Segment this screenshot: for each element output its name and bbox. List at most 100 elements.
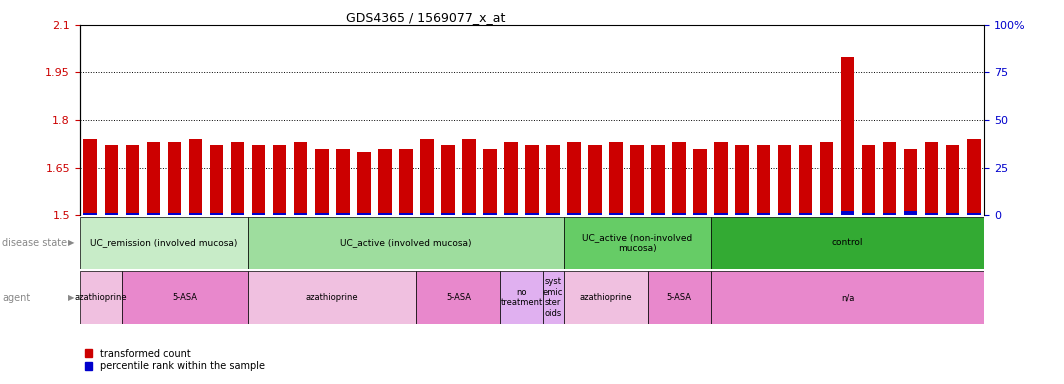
Bar	[735, 213, 749, 215]
Bar	[378, 213, 392, 215]
Bar	[147, 142, 161, 215]
Text: UC_active (involved mucosa): UC_active (involved mucosa)	[340, 238, 471, 247]
Bar	[630, 145, 644, 215]
Bar	[651, 213, 665, 215]
Bar	[946, 213, 960, 215]
Bar	[757, 145, 770, 215]
Bar	[500, 271, 543, 324]
Bar	[903, 149, 917, 215]
Bar	[83, 139, 97, 215]
Bar	[714, 142, 728, 215]
Bar	[757, 213, 770, 215]
Bar	[210, 213, 223, 215]
Bar	[399, 213, 413, 215]
Bar	[903, 211, 917, 215]
Bar	[399, 149, 413, 215]
Bar	[294, 213, 307, 215]
Bar	[883, 142, 896, 215]
Text: azathioprine: azathioprine	[305, 293, 359, 302]
Bar	[543, 271, 564, 324]
Text: ▶: ▶	[68, 238, 74, 247]
Bar	[819, 142, 833, 215]
Text: GDS4365 / 1569077_x_at: GDS4365 / 1569077_x_at	[346, 12, 505, 25]
Bar	[504, 142, 518, 215]
Bar	[735, 145, 749, 215]
Bar	[80, 217, 248, 269]
Bar	[80, 271, 122, 324]
Text: azathioprine: azathioprine	[579, 293, 632, 302]
Bar	[799, 213, 812, 215]
Bar	[231, 142, 245, 215]
Text: n/a: n/a	[841, 293, 854, 302]
Bar	[356, 152, 370, 215]
Bar	[648, 271, 711, 324]
Bar	[168, 213, 181, 215]
Bar	[83, 213, 97, 215]
Text: 5-ASA: 5-ASA	[446, 293, 471, 302]
Bar	[315, 149, 329, 215]
Bar	[442, 213, 454, 215]
Bar	[925, 142, 938, 215]
Bar	[252, 213, 265, 215]
Bar	[588, 213, 602, 215]
Bar	[672, 142, 686, 215]
Bar	[104, 213, 118, 215]
Bar	[564, 217, 711, 269]
Text: 5-ASA: 5-ASA	[172, 293, 198, 302]
Bar	[819, 213, 833, 215]
Text: syst
emic
ster
oids: syst emic ster oids	[543, 278, 563, 318]
Bar	[567, 213, 581, 215]
Bar	[420, 213, 434, 215]
Bar	[210, 145, 223, 215]
Bar	[841, 56, 854, 215]
Text: agent: agent	[2, 293, 31, 303]
Bar	[588, 145, 602, 215]
Bar	[294, 142, 307, 215]
Bar	[862, 145, 876, 215]
Bar	[168, 142, 181, 215]
Bar	[526, 145, 538, 215]
Text: control: control	[832, 238, 863, 247]
Bar	[711, 271, 984, 324]
Bar	[126, 145, 139, 215]
Bar	[442, 145, 454, 215]
Bar	[462, 139, 476, 215]
Bar	[336, 149, 350, 215]
Bar	[104, 145, 118, 215]
Bar	[483, 149, 497, 215]
Legend: transformed count, percentile rank within the sample: transformed count, percentile rank withi…	[85, 349, 265, 371]
Bar	[188, 213, 202, 215]
Bar	[711, 217, 984, 269]
Bar	[567, 142, 581, 215]
Text: azathioprine: azathioprine	[74, 293, 127, 302]
Bar	[967, 213, 981, 215]
Bar	[564, 271, 648, 324]
Text: UC_remission (involved mucosa): UC_remission (involved mucosa)	[90, 238, 237, 247]
Bar	[946, 145, 960, 215]
Bar	[672, 213, 686, 215]
Text: ▶: ▶	[68, 293, 74, 302]
Bar	[883, 213, 896, 215]
Bar	[336, 213, 350, 215]
Bar	[252, 145, 265, 215]
Bar	[967, 139, 981, 215]
Bar	[862, 213, 876, 215]
Bar	[272, 213, 286, 215]
Bar	[272, 145, 286, 215]
Bar	[841, 211, 854, 215]
Bar	[483, 213, 497, 215]
Bar	[188, 139, 202, 215]
Bar	[248, 271, 416, 324]
Bar	[925, 213, 938, 215]
Bar	[248, 217, 564, 269]
Bar	[651, 145, 665, 215]
Bar	[526, 213, 538, 215]
Text: disease state: disease state	[2, 238, 67, 248]
Bar	[126, 213, 139, 215]
Bar	[546, 213, 560, 215]
Text: 5-ASA: 5-ASA	[667, 293, 692, 302]
Text: no
treatment: no treatment	[500, 288, 543, 307]
Bar	[420, 139, 434, 215]
Bar	[122, 271, 248, 324]
Bar	[462, 213, 476, 215]
